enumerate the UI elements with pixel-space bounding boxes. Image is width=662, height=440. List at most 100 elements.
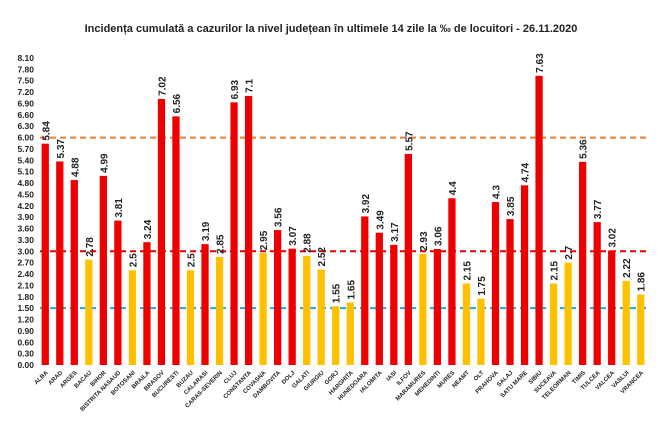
y-tick-label: 6.30 (17, 121, 34, 131)
bar (346, 302, 354, 365)
y-tick-label: 2.70 (17, 258, 34, 268)
data-label: 7.1 (245, 79, 256, 93)
data-label: 5.57 (404, 131, 415, 151)
bar (157, 98, 166, 365)
bar (274, 230, 282, 365)
bar (520, 185, 529, 365)
y-tick-label: 0.30 (17, 349, 34, 359)
y-tick-label: 1.20 (17, 315, 34, 325)
data-label: 2.22 (622, 258, 633, 278)
data-label: 5.36 (579, 139, 590, 159)
data-label: 1.86 (637, 272, 648, 292)
y-tick-label: 6.60 (17, 110, 34, 120)
data-label: 5.37 (56, 139, 67, 159)
y-tick-label: 1.80 (17, 292, 34, 302)
y-axis: 0.000.30 0.600.901.20 1.501.80 2.102.402.70… (17, 53, 34, 370)
bar (332, 306, 340, 365)
bar (375, 232, 383, 365)
y-tick-label: 5.10 (17, 167, 34, 177)
bar (506, 219, 514, 365)
data-label: 3.24 (143, 219, 154, 239)
data-label: 6.56 (172, 93, 183, 113)
bar (303, 255, 311, 365)
bar (462, 283, 471, 365)
threshold-lines (40, 136, 650, 310)
chart-title: Incidența cumulată a cazurilor la nivel … (85, 23, 578, 35)
data-label: 3.85 (506, 196, 517, 216)
bar (230, 102, 238, 365)
bar (201, 244, 209, 365)
y-tick-label: 4.80 (17, 178, 34, 188)
bar (128, 270, 137, 365)
data-label: 3.07 (288, 226, 299, 246)
data-label: 7.63 (535, 53, 546, 73)
bar (390, 244, 398, 365)
data-labels: 5.84 5.374.88 2.78 4.99 3.81 2.5 3.24 7.02 6.56 2… (41, 53, 647, 303)
data-label: 4.3 (492, 185, 503, 199)
data-label: 3.06 (433, 226, 444, 246)
data-label: 4.4 (448, 181, 459, 195)
x-tick-label: OLT (473, 370, 486, 383)
bar (579, 161, 587, 365)
y-tick-label: 3.30 (17, 235, 34, 245)
y-tick-label: 4.50 (17, 189, 34, 199)
bar (593, 222, 601, 365)
data-label: 2.5 (128, 253, 139, 267)
data-label: 2.7 (564, 245, 575, 259)
bar (317, 269, 325, 365)
bar (419, 253, 427, 365)
y-tick-label: 6.00 (17, 133, 34, 143)
bar (608, 250, 616, 365)
data-label: 2.15 (462, 261, 473, 281)
y-tick-label: 3.00 (17, 246, 34, 256)
y-tick-label: 2.40 (17, 269, 34, 279)
data-label: 3.92 (361, 194, 372, 214)
bar (41, 143, 49, 365)
y-tick-label: 7.80 (17, 64, 34, 74)
data-label: 3.77 (593, 199, 604, 219)
y-tick-label: 3.90 (17, 212, 34, 222)
data-label: 2.93 (419, 231, 430, 251)
bar (244, 95, 253, 365)
y-tick-label: 6.90 (17, 98, 34, 108)
data-label: 4.88 (70, 157, 81, 177)
bar (186, 270, 195, 365)
bar (56, 161, 64, 365)
bar (85, 259, 93, 365)
data-label: 2.88 (303, 233, 314, 253)
bar (114, 220, 122, 365)
data-label: 3.02 (608, 228, 619, 248)
bars (41, 75, 645, 365)
bar (70, 180, 78, 365)
data-label: 2.85 (216, 234, 227, 254)
y-tick-label: 5.70 (17, 144, 34, 154)
y-tick-label: 1.50 (17, 303, 34, 313)
data-label: 7.02 (157, 76, 168, 96)
bar (477, 298, 485, 365)
y-tick-label: 2.10 (17, 280, 34, 290)
bar (99, 175, 107, 365)
y-tick-label: 0.60 (17, 337, 34, 347)
data-label: 4.99 (99, 153, 110, 173)
data-label: 3.49 (375, 210, 386, 230)
data-label: 3.56 (274, 207, 285, 227)
bar (288, 248, 296, 365)
bar (535, 75, 543, 365)
y-tick-label: 5.40 (17, 155, 34, 165)
bar (361, 216, 369, 365)
data-label: 1.75 (477, 276, 488, 296)
bar (143, 242, 151, 365)
y-tick-label: 8.10 (17, 53, 34, 63)
bar (433, 249, 442, 365)
bar (259, 253, 267, 365)
data-label: 2.5 (187, 253, 198, 267)
bar (448, 198, 456, 365)
bar (491, 202, 500, 365)
bar (564, 262, 572, 365)
data-label: 2.78 (85, 237, 96, 257)
y-tick-label: 4.20 (17, 201, 34, 211)
data-label: 3.19 (201, 221, 212, 241)
